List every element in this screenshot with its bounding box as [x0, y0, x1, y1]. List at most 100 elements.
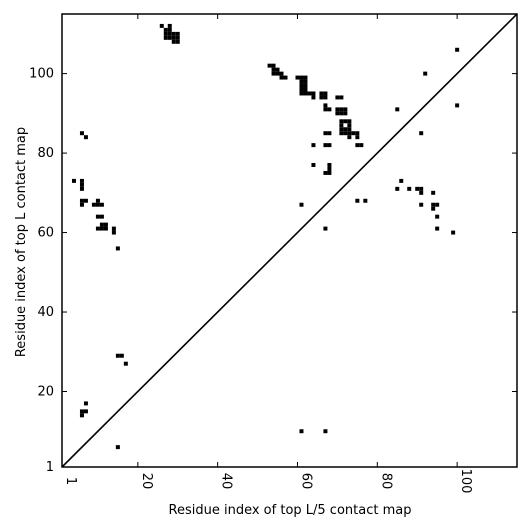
y-tick-label: 20: [37, 385, 54, 400]
contact-point-above: [435, 214, 440, 219]
contact-point-above: [347, 127, 352, 132]
contact-point-below: [79, 409, 84, 414]
contact-point-above: [79, 202, 84, 207]
contact-point-above: [327, 166, 332, 171]
contact-point-above: [299, 202, 304, 207]
contact-point-above: [355, 198, 360, 203]
x-tick-label: 1: [63, 477, 78, 485]
contact-point-above: [271, 63, 276, 68]
contact-point-above: [343, 119, 348, 124]
contact-point-above: [279, 75, 284, 80]
contact-point-above: [343, 127, 348, 132]
contact-point-above: [95, 202, 100, 207]
contact-point-above: [111, 230, 116, 235]
contact-point-above: [451, 230, 456, 235]
contact-point-above: [319, 95, 324, 100]
contact-point-above: [275, 67, 280, 72]
contact-point-above: [347, 131, 352, 136]
y-tick-label: 1: [46, 460, 54, 475]
contact-point-above: [99, 202, 104, 207]
contact-point-above: [343, 131, 348, 136]
contact-point-below: [323, 429, 328, 434]
contact-point-above: [115, 246, 120, 251]
contact-point-above: [299, 79, 304, 84]
contact-point-above: [171, 31, 176, 36]
contact-point-above: [83, 135, 88, 140]
contact-point-above: [79, 178, 84, 183]
contact-point-above: [271, 71, 276, 76]
contact-point-above: [323, 103, 328, 108]
contact-point-above: [343, 107, 348, 112]
contact-point-above: [99, 222, 104, 227]
contact-point-above: [175, 31, 180, 36]
contact-point-above: [323, 131, 328, 136]
contact-point-above: [83, 198, 88, 203]
contact-point-above: [303, 91, 308, 96]
contact-point-below: [115, 353, 120, 358]
contact-point-above: [167, 27, 172, 32]
contact-point-above: [71, 178, 76, 183]
contact-point-above: [407, 186, 412, 191]
contact-point-above: [435, 226, 440, 231]
points-above-diagonal: [71, 23, 460, 251]
contact-point-above: [103, 222, 108, 227]
x-tick-label: 60: [298, 473, 313, 490]
x-axis-label: Residue index of top L/5 contact map: [169, 503, 412, 518]
contact-point-above: [347, 123, 352, 128]
contact-point-above: [279, 71, 284, 76]
contact-point-below: [83, 409, 88, 414]
contact-point-above: [311, 91, 316, 96]
x-tick-label: 20: [139, 473, 154, 490]
contact-point-above: [163, 27, 168, 32]
contact-point-above: [415, 186, 420, 191]
contact-point-above: [95, 226, 100, 231]
contact-point-above: [347, 119, 352, 124]
contact-point-above: [163, 31, 168, 36]
contact-point-below: [123, 361, 128, 366]
contact-point-above: [323, 226, 328, 231]
contact-point-above: [175, 35, 180, 40]
contact-point-above: [455, 47, 460, 52]
contact-point-above: [167, 31, 172, 36]
contact-point-above: [335, 95, 340, 100]
contact-point-above: [311, 163, 316, 167]
contact-point-above: [323, 143, 328, 148]
y-tick-label: 40: [37, 305, 54, 320]
contact-point-above: [111, 226, 116, 231]
contact-point-above: [95, 198, 100, 203]
contact-point-above: [339, 123, 344, 128]
x-tick-label: 100: [458, 469, 473, 494]
contact-point-above: [299, 75, 304, 80]
contact-point-above: [271, 67, 276, 72]
contact-point-above: [79, 182, 84, 187]
contact-point-above: [311, 143, 316, 148]
contact-point-above: [91, 202, 96, 207]
contact-point-below: [299, 429, 304, 434]
contact-point-below: [83, 401, 88, 406]
contact-point-above: [79, 186, 84, 191]
contact-point-above: [359, 143, 364, 148]
contact-point-above: [167, 35, 172, 40]
contact-point-above: [171, 35, 176, 40]
contact-point-above: [419, 202, 424, 207]
contact-point-above: [323, 91, 328, 96]
contact-point-above: [339, 127, 344, 132]
x-axis-ticks: 1 20 40 60 80 100: [61, 14, 473, 494]
contact-point-above: [395, 107, 400, 112]
contact-point-above: [283, 75, 288, 80]
contact-point-above: [423, 71, 428, 76]
contact-point-above: [335, 107, 340, 112]
contact-point-above: [171, 39, 176, 44]
contact-point-above: [339, 131, 344, 136]
contact-point-above: [435, 202, 440, 207]
contact-point-above: [339, 107, 344, 112]
y-tick-label: 100: [29, 67, 54, 82]
contact-point-above: [327, 143, 332, 148]
contact-point-above: [323, 107, 328, 112]
contact-point-above: [323, 95, 328, 100]
contact-point-above: [339, 119, 344, 124]
contact-point-below: [79, 413, 84, 418]
points-below-diagonal: [79, 353, 328, 450]
contact-point-above: [431, 206, 436, 211]
